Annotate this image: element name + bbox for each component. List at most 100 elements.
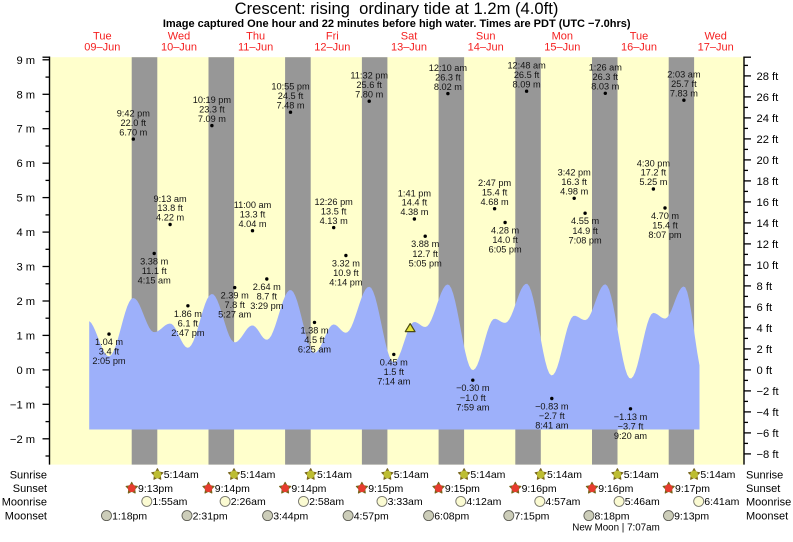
svg-text:6.70 m: 6.70 m (119, 127, 147, 137)
svg-text:14.0 ft: 14.0 ft (492, 235, 518, 245)
svg-text:26 ft: 26 ft (757, 92, 780, 104)
svg-text:1.38 m: 1.38 m (300, 325, 328, 335)
svg-text:5.25 m: 5.25 m (639, 177, 667, 187)
svg-text:12:48 am: 12:48 am (507, 61, 546, 71)
svg-text:9:15pm: 9:15pm (368, 483, 403, 495)
svg-text:Sunset: Sunset (13, 483, 47, 495)
svg-text:4:30 pm: 4:30 pm (637, 158, 671, 168)
svg-text:16.3 ft: 16.3 ft (561, 177, 587, 187)
svg-text:4:57pm: 4:57pm (354, 510, 389, 522)
svg-text:3:33am: 3:33am (388, 496, 423, 508)
svg-text:2 m: 2 m (16, 296, 35, 308)
svg-text:14 ft: 14 ft (757, 218, 780, 230)
svg-text:11:32 pm: 11:32 pm (350, 71, 388, 81)
svg-text:New Moon | 7:07am: New Moon | 7:07am (572, 523, 660, 534)
svg-text:4.22 m: 4.22 m (156, 213, 184, 223)
svg-text:Moonset: Moonset (5, 511, 47, 523)
svg-text:−2.7 ft: −2.7 ft (539, 411, 565, 421)
svg-text:8.7 ft: 8.7 ft (257, 292, 278, 302)
svg-text:Thu: Thu (246, 31, 265, 43)
svg-text:13.5 ft: 13.5 ft (321, 206, 347, 216)
svg-text:1:26 am: 1:26 am (589, 63, 623, 73)
svg-text:4.98 m: 4.98 m (560, 187, 588, 197)
svg-text:2:03 am: 2:03 am (667, 70, 701, 80)
svg-text:4:12am: 4:12am (466, 496, 501, 508)
svg-text:7.83 m: 7.83 m (670, 88, 698, 98)
svg-text:10:55 pm: 10:55 pm (271, 82, 310, 92)
svg-text:4.68 m: 4.68 m (481, 197, 509, 207)
svg-text:7 m: 7 m (16, 124, 35, 136)
svg-text:15–Jun: 15–Jun (544, 42, 580, 54)
svg-text:Moonrise: Moonrise (2, 496, 47, 508)
svg-text:Sat: Sat (401, 31, 418, 43)
svg-text:26.3 ft: 26.3 ft (435, 72, 461, 82)
svg-text:8.02 m: 8.02 m (434, 82, 462, 92)
svg-text:9 m: 9 m (16, 55, 35, 67)
svg-text:14–Jun: 14–Jun (468, 42, 504, 54)
svg-text:5:46am: 5:46am (625, 496, 660, 508)
svg-text:4 m: 4 m (16, 227, 35, 239)
svg-text:26.3 ft: 26.3 ft (593, 72, 619, 82)
svg-text:−1 m: −1 m (10, 399, 35, 411)
svg-text:16–Jun: 16–Jun (621, 42, 657, 54)
svg-text:9:16pm: 9:16pm (522, 483, 557, 495)
svg-text:−3.7 ft: −3.7 ft (618, 421, 644, 431)
svg-text:6:05 pm: 6:05 pm (488, 245, 522, 255)
svg-text:3.32 m: 3.32 m (332, 259, 360, 269)
svg-text:2.64 m: 2.64 m (253, 282, 281, 292)
svg-text:3 m: 3 m (16, 262, 35, 274)
svg-text:−1.0 ft: −1.0 ft (460, 393, 486, 403)
svg-text:8.09 m: 8.09 m (513, 79, 541, 89)
svg-text:3:42 pm: 3:42 pm (558, 168, 592, 178)
svg-text:Mon: Mon (552, 31, 573, 43)
svg-text:8 m: 8 m (16, 89, 35, 101)
svg-text:5:14am: 5:14am (547, 469, 582, 481)
svg-text:22 ft: 22 ft (757, 134, 780, 146)
svg-text:1.86 m: 1.86 m (174, 309, 202, 319)
svg-text:−4 ft: −4 ft (757, 407, 780, 419)
svg-text:0 m: 0 m (16, 365, 35, 377)
svg-text:1.5 ft: 1.5 ft (384, 367, 405, 377)
svg-text:28 ft: 28 ft (757, 71, 780, 83)
svg-text:8 ft: 8 ft (757, 281, 773, 293)
svg-text:12:26 pm: 12:26 pm (315, 197, 354, 207)
svg-text:12.7 ft: 12.7 ft (412, 249, 438, 259)
svg-text:13.3 ft: 13.3 ft (240, 209, 266, 219)
svg-text:18 ft: 18 ft (757, 176, 780, 188)
svg-text:7.09 m: 7.09 m (198, 114, 226, 124)
svg-text:−8 ft: −8 ft (757, 449, 780, 461)
svg-text:11.1 ft: 11.1 ft (142, 266, 167, 276)
svg-text:09–Jun: 09–Jun (84, 42, 120, 54)
svg-text:17–Jun: 17–Jun (698, 42, 734, 54)
svg-text:9:13pm: 9:13pm (674, 510, 709, 522)
svg-text:6.1 ft: 6.1 ft (178, 318, 199, 328)
svg-text:1:55am: 1:55am (152, 496, 187, 508)
svg-text:14.9 ft: 14.9 ft (572, 226, 598, 236)
svg-text:7.48 m: 7.48 m (276, 100, 304, 110)
svg-text:Wed: Wed (704, 31, 726, 43)
svg-text:Image captured One hour and 22: Image captured One hour and 22 minutes b… (163, 18, 631, 30)
svg-text:4:57am: 4:57am (545, 496, 580, 508)
svg-text:7:15pm: 7:15pm (514, 510, 549, 522)
svg-text:−1.13 m: −1.13 m (614, 412, 648, 422)
svg-text:16 ft: 16 ft (757, 197, 780, 209)
svg-text:23.3 ft: 23.3 ft (199, 104, 225, 114)
svg-text:10:19 pm: 10:19 pm (193, 95, 232, 105)
svg-text:2:58am: 2:58am (309, 496, 344, 508)
svg-text:7:59 am: 7:59 am (456, 402, 490, 412)
svg-text:2 ft: 2 ft (757, 344, 773, 356)
svg-text:5:14am: 5:14am (394, 469, 429, 481)
svg-text:Moonset: Moonset (746, 511, 788, 523)
svg-text:4:15 am: 4:15 am (138, 276, 172, 286)
svg-text:8:41 am: 8:41 am (535, 421, 569, 431)
svg-text:2:05 pm: 2:05 pm (92, 356, 126, 366)
svg-text:1:18pm: 1:18pm (112, 510, 147, 522)
svg-text:24 ft: 24 ft (757, 113, 780, 125)
svg-text:17.2 ft: 17.2 ft (641, 168, 667, 178)
svg-text:6:08pm: 6:08pm (434, 510, 469, 522)
svg-text:Tue: Tue (93, 31, 112, 43)
svg-text:−2 ft: −2 ft (757, 386, 780, 398)
svg-text:9:15pm: 9:15pm (445, 483, 480, 495)
svg-text:5:05 pm: 5:05 pm (409, 258, 443, 268)
svg-text:2:26am: 2:26am (231, 496, 266, 508)
